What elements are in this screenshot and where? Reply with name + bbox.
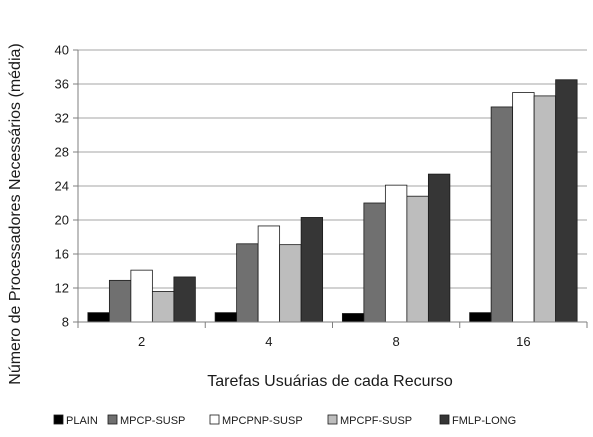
y-tick-label: 40 xyxy=(55,43,69,58)
bar-plain-2 xyxy=(87,312,110,323)
y-tick-label: 28 xyxy=(55,145,69,160)
legend-label: MPCPNP-SUSP xyxy=(222,415,303,427)
axes xyxy=(77,50,588,328)
legend-label: FMLP-LONG xyxy=(452,415,516,427)
bar-mpcpnp-susp-2 xyxy=(130,269,153,323)
y-tick-label: 36 xyxy=(55,77,69,92)
bar-mpcpf-susp-16 xyxy=(533,95,557,323)
bar-fmlp-long-8 xyxy=(427,173,451,323)
bar-mpcpf-susp-8 xyxy=(406,195,429,323)
legend-swatch xyxy=(439,414,450,425)
legend-label: MPCPF-SUSP xyxy=(340,415,412,427)
bar-mpcpnp-susp-16 xyxy=(512,92,535,323)
legend-label: PLAIN xyxy=(66,415,98,427)
bar-plain-8 xyxy=(341,313,365,323)
bar-mpcpnp-susp-8 xyxy=(384,184,408,323)
bar-plain-16 xyxy=(469,312,492,323)
y-tick-labels: 8 12 16 20 24 28 32 36 40 xyxy=(55,43,69,330)
x-tick-label: 16 xyxy=(516,334,530,349)
legend-swatch xyxy=(327,414,338,425)
y-tick-label: 16 xyxy=(55,247,69,262)
x-tick-label: 8 xyxy=(393,334,400,349)
y-tick-label: 32 xyxy=(55,111,69,126)
x-tick-label: 2 xyxy=(138,334,145,349)
y-tick-label: 24 xyxy=(55,179,69,194)
legend-label: MPCP-SUSP xyxy=(120,415,185,427)
legend-swatch xyxy=(53,414,64,425)
y-tick-label: 8 xyxy=(62,315,69,330)
bar-mpcpf-susp-4 xyxy=(279,244,302,323)
x-tick-labels: 2 4 8 16 xyxy=(138,334,531,349)
bar-mpcpnp-susp-4 xyxy=(257,225,281,323)
x-tick-label: 4 xyxy=(265,334,272,349)
legend: PLAIN MPCP-SUSP MPCPNP-SUSP MPCPF-SUSP FMLP-… xyxy=(53,414,516,427)
y-tick-label: 12 xyxy=(55,281,69,296)
bar-mpcp-susp-8 xyxy=(363,202,386,323)
y-axis-title: Número de Processadores Necessários (méd… xyxy=(7,43,24,384)
x-axis-title: Tarefas Usuárias de cada Recurso xyxy=(207,373,453,390)
bar-fmlp-long-16 xyxy=(555,79,578,323)
bars xyxy=(87,79,578,323)
legend-swatch xyxy=(209,414,220,425)
legend-swatch xyxy=(107,414,118,425)
bar-mpcpf-susp-2 xyxy=(151,290,175,323)
bar-plain-4 xyxy=(214,312,238,323)
y-tick-label: 20 xyxy=(55,213,69,228)
bar-fmlp-long-4 xyxy=(300,217,324,323)
bar-mpcp-susp-2 xyxy=(108,279,132,323)
bar-mpcp-susp-4 xyxy=(236,243,259,323)
bar-fmlp-long-2 xyxy=(173,276,196,323)
bar-mpcp-susp-16 xyxy=(490,106,514,323)
